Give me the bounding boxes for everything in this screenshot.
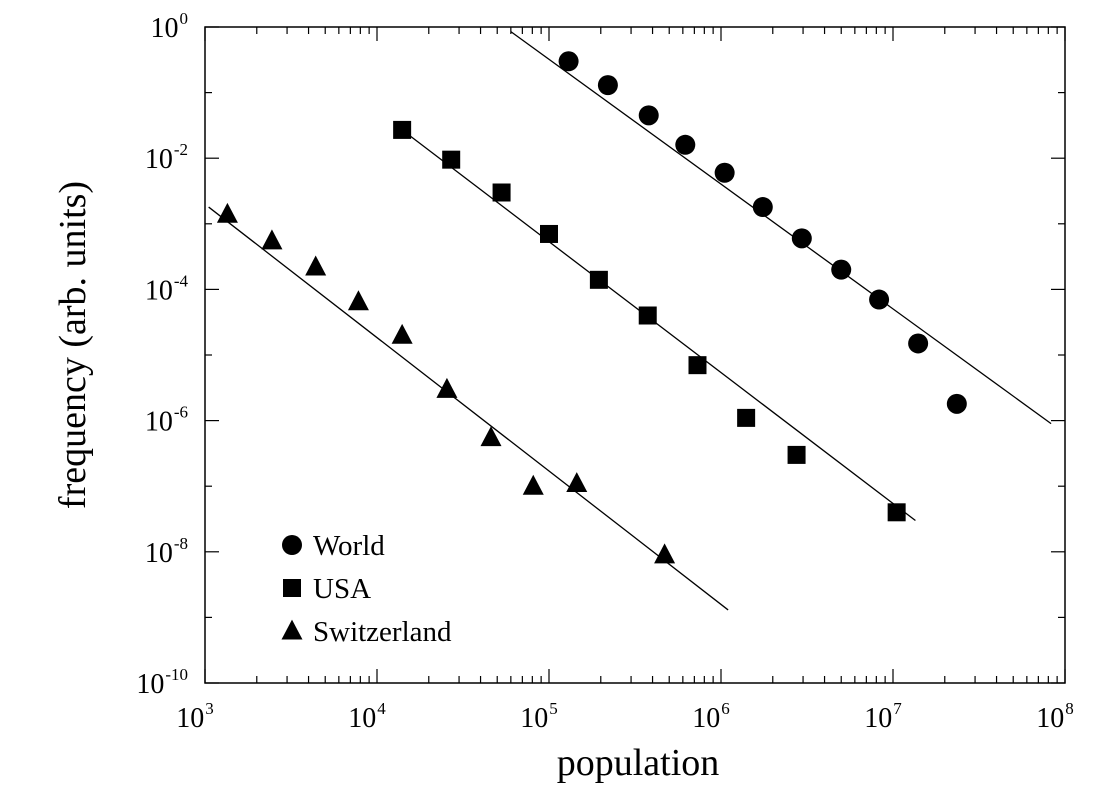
series-world: [510, 31, 1052, 425]
x-tick-label: 104: [348, 699, 386, 734]
legend-marker-switzerland: [281, 619, 303, 640]
data-point-world: [752, 197, 773, 218]
data-point-world: [946, 393, 967, 414]
data-point-switzerland: [347, 290, 369, 311]
data-point-world: [675, 134, 696, 155]
x-tick-label: 103: [176, 699, 214, 734]
x-tick-label: 107: [864, 699, 902, 734]
data-point-usa: [737, 408, 756, 427]
data-point-switzerland: [480, 426, 502, 447]
legend-label-world: World: [313, 530, 385, 562]
y-tick-label: 10-10: [136, 665, 188, 700]
fit-line-switzerland: [208, 206, 729, 611]
y-tick-label: 100: [151, 9, 189, 44]
data-point-usa: [540, 224, 558, 243]
x-axis-title: population: [557, 742, 720, 784]
data-point-world: [831, 259, 852, 280]
data-point-world: [714, 162, 735, 183]
data-point-switzerland: [305, 255, 327, 276]
y-tick-label: 10-2: [145, 140, 188, 175]
data-point-world: [869, 289, 890, 310]
data-point-usa: [393, 120, 412, 139]
legend-marker-usa: [283, 579, 301, 597]
legend-label-switzerland: Switzerland: [313, 616, 452, 648]
x-tick-label: 105: [520, 699, 558, 734]
data-point-switzerland: [654, 543, 676, 564]
data-point-usa: [492, 183, 511, 202]
data-point-usa: [887, 503, 906, 522]
data-point-switzerland: [261, 229, 283, 250]
legend-marker-world: [282, 535, 302, 555]
data-point-world: [791, 228, 812, 249]
data-point-switzerland: [391, 323, 413, 344]
data-point-usa: [589, 270, 608, 289]
y-tick-label: 10-8: [145, 534, 188, 569]
data-point-world: [638, 105, 659, 126]
data-point-switzerland: [436, 377, 458, 398]
y-axis-ticks: [205, 26, 1065, 684]
series-switzerland: [208, 202, 729, 611]
series-usa: [393, 120, 916, 522]
data-point-world: [908, 333, 929, 354]
y-tick-label: 10-6: [145, 403, 188, 438]
legend-label-usa: USA: [313, 573, 371, 605]
data-point-usa: [688, 356, 707, 375]
data-point-usa: [638, 306, 657, 325]
data-point-usa: [442, 150, 461, 169]
data-point-world: [597, 75, 618, 96]
data-point-switzerland: [216, 202, 238, 223]
x-tick-label: 106: [692, 699, 730, 734]
fit-line-world: [510, 31, 1052, 425]
fit-line-usa: [401, 129, 916, 522]
y-tick-label: 10-4: [145, 271, 189, 306]
legend: World USA Switzerland: [281, 530, 452, 648]
y-axis-title: frequency (arb. units): [52, 181, 94, 509]
data-point-switzerland: [522, 474, 544, 495]
data-point-world: [558, 51, 579, 72]
data-point-usa: [787, 445, 806, 464]
data-point-switzerland: [566, 472, 588, 493]
x-axis-ticks: [204, 27, 1066, 683]
x-tick-label: 108: [1036, 699, 1074, 734]
